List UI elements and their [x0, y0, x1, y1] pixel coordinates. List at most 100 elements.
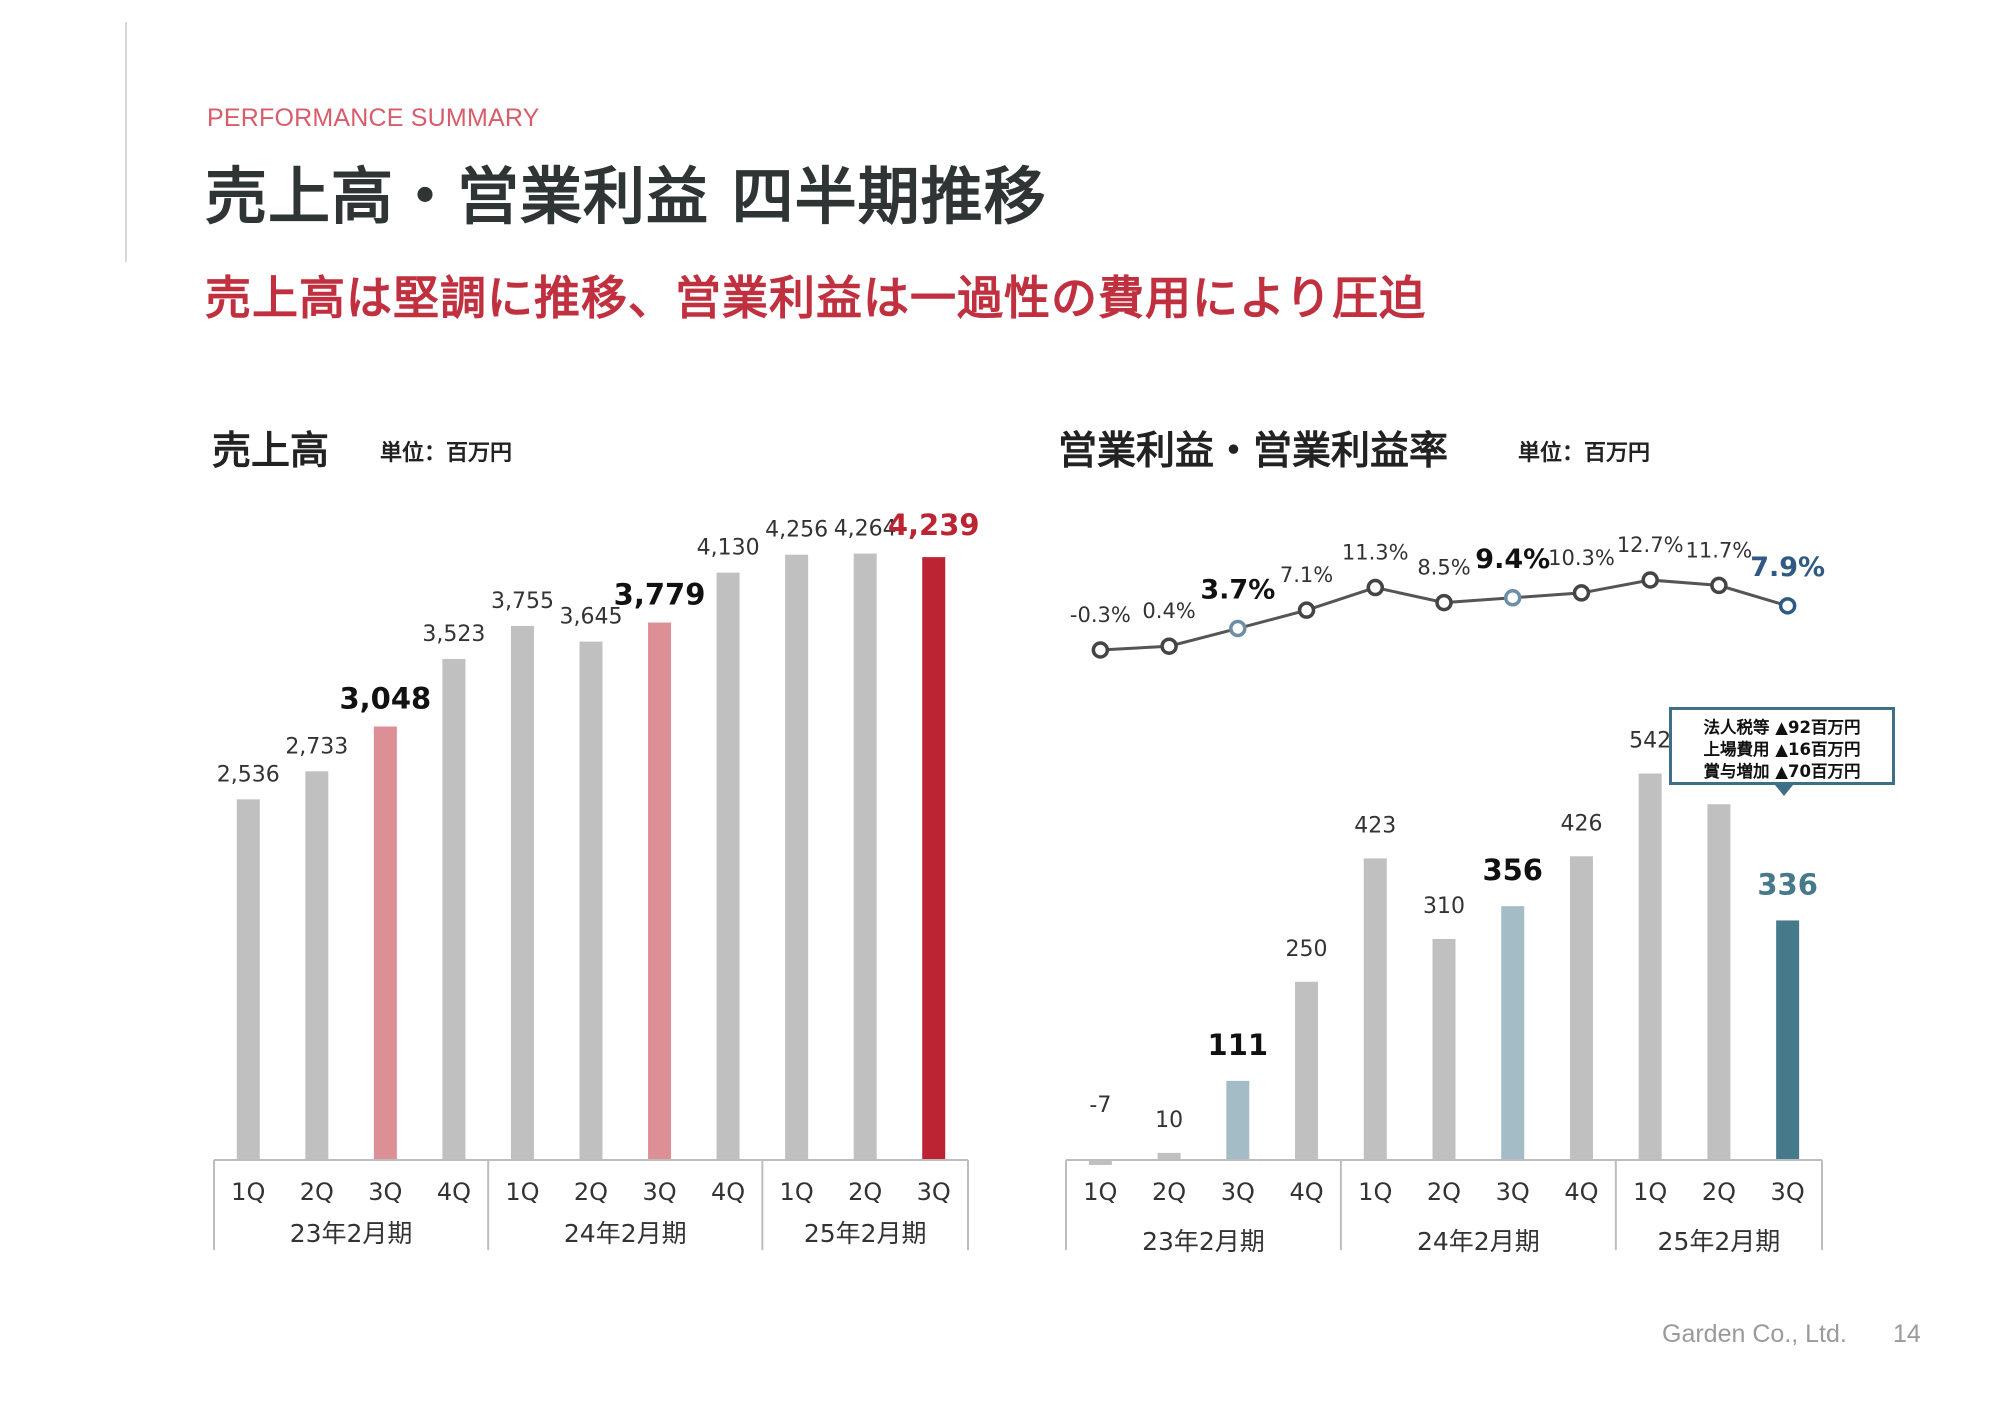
sales-value-label: 4,264: [834, 517, 897, 542]
footer-company: Garden Co., Ltd.: [1662, 1320, 1847, 1348]
operating-tick-label: 2Q: [1427, 1178, 1461, 1206]
sales-value-label: 3,779: [614, 578, 706, 612]
operating-tick-label: 3Q: [1496, 1178, 1530, 1206]
sales-value-label: 3,645: [560, 605, 623, 630]
sales-bar: [922, 557, 946, 1160]
sales-tick-label: 3Q: [368, 1178, 402, 1206]
operating-tick-label: 2Q: [1152, 1178, 1186, 1206]
sales-value-label: 4,130: [697, 536, 760, 561]
sales-tick-label: 4Q: [437, 1178, 471, 1206]
operating-tick-label: 3Q: [1771, 1178, 1805, 1206]
operating-margin-marker: [1366, 578, 1385, 597]
operating-tick-label: 4Q: [1289, 1178, 1323, 1206]
operating-margin-marker: [1641, 571, 1659, 589]
section-eyebrow: PERFORMANCE SUMMARY: [207, 104, 540, 132]
operating-margin-value-label: 3.7%: [1200, 574, 1275, 605]
page-subtitle: 売上高は堅調に推移、営業利益は一過性の費用により圧迫: [205, 271, 1427, 325]
sales-bar: [373, 726, 397, 1160]
operating-margin-marker: [1503, 589, 1522, 607]
sales-chart-title: 売上高: [212, 429, 330, 474]
operating-profit-value-label: 426: [1560, 811, 1602, 836]
note-pointer-arrow: [1775, 785, 1793, 796]
operating-margin-marker: [1778, 597, 1797, 615]
operating-profit-value-label: 542: [1629, 729, 1671, 754]
sales-tick-label: 1Q: [231, 1178, 265, 1206]
operating-profit-value-label: -7: [1089, 1093, 1111, 1118]
operating-profit-bar: [1501, 906, 1525, 1160]
sales-bar: [579, 641, 603, 1160]
note-line-listing: 上場費用 ▲16百万円: [1703, 740, 1861, 759]
sales-value-label: 3,523: [422, 622, 485, 647]
sales-bar: [510, 625, 534, 1160]
operating-profit-bar: [1295, 981, 1319, 1160]
operating-profit-value-label: 111: [1208, 1028, 1269, 1062]
operating-profit-bar: [1226, 1080, 1250, 1160]
note-line-tax: 法人税等 ▲92百万円: [1703, 718, 1861, 737]
operating-profit-bar: [1157, 1152, 1181, 1160]
page-number: 14: [1893, 1320, 1921, 1348]
operating-profit-value-label: 310: [1423, 894, 1465, 919]
sales-value-label: 4,239: [888, 508, 980, 542]
sales-value-label: 4,256: [765, 518, 828, 543]
operating-profit-bar: [1432, 938, 1456, 1160]
operating-profit-bar: [1776, 920, 1800, 1160]
operating-profit-value-label: 423: [1354, 813, 1396, 838]
operating-chart-title: 営業利益・営業利益率: [1058, 429, 1449, 474]
operating-tick-label: 1Q: [1358, 1178, 1392, 1206]
operating-tick-label: 3Q: [1221, 1178, 1255, 1206]
page-title: 売上高・営業利益 四半期推移: [205, 160, 1047, 233]
operating-profit-bar: [1638, 773, 1662, 1160]
operating-profit-value-label: 356: [1482, 853, 1543, 887]
sales-tick-label: 2Q: [574, 1178, 608, 1206]
sales-bar: [442, 658, 466, 1160]
sales-tick-label: 2Q: [300, 1178, 334, 1206]
sales-bar: [236, 799, 260, 1160]
operating-profit-bar: [1707, 804, 1731, 1160]
operating-profit-bar: [1363, 858, 1387, 1160]
sales-tick-label: 3Q: [917, 1178, 951, 1206]
operating-margin-value-label: 7.9%: [1750, 552, 1825, 583]
sales-tick-label: 4Q: [711, 1178, 745, 1206]
operating-margin-marker: [1435, 593, 1453, 612]
operating-margin-value-label: 9.4%: [1475, 544, 1550, 575]
operating-group-label: 23年2月期: [1142, 1227, 1265, 1256]
operating-margin-value-label: 12.7%: [1617, 533, 1684, 557]
operating-margin-marker: [1710, 576, 1728, 595]
operating-tick-label: 1Q: [1633, 1178, 1667, 1206]
operating-margin-marker: [1091, 641, 1110, 659]
operating-margin-marker: [1160, 637, 1178, 655]
note-line-bonus: 賞与増加 ▲70百万円: [1703, 762, 1861, 781]
operating-margin-value-label: 0.4%: [1142, 599, 1195, 623]
operating-margin-value-label: 11.7%: [1686, 538, 1753, 562]
operating-margin-value-label: 11.3%: [1342, 541, 1409, 565]
operating-margin-value-label: 7.1%: [1280, 563, 1333, 587]
operating-group-label: 24年2月期: [1417, 1227, 1540, 1256]
sales-group-label: 24年2月期: [564, 1219, 687, 1248]
operating-profit-bar: [1088, 1160, 1112, 1165]
operating-chart-unit: 単位：百万円: [1518, 441, 1651, 466]
sales-group-label: 23年2月期: [290, 1219, 413, 1248]
operating-tick-label: 2Q: [1702, 1178, 1736, 1206]
operating-margin-marker: [1297, 601, 1316, 619]
sales-bar: [716, 572, 740, 1160]
sales-bar: [305, 771, 329, 1160]
operating-margin-marker: [1229, 619, 1247, 638]
decorative-divider: [125, 22, 127, 262]
operating-profit-bar: [1569, 856, 1593, 1160]
sales-bar: [785, 554, 809, 1160]
sales-tick-label: 1Q: [780, 1178, 814, 1206]
operating-margin-value-label: 10.3%: [1548, 546, 1615, 570]
operating-group-label: 25年2月期: [1658, 1227, 1781, 1256]
sales-value-label: 2,733: [285, 734, 348, 759]
operating-profit-value-label: 250: [1286, 937, 1328, 962]
sales-value-label: 3,755: [491, 589, 554, 614]
sales-tick-label: 3Q: [642, 1178, 676, 1206]
operating-margin-value-label: 8.5%: [1417, 556, 1470, 580]
sales-group-label: 25年2月期: [804, 1219, 927, 1248]
operating-tick-label: 4Q: [1564, 1178, 1598, 1206]
sales-bar: [648, 622, 672, 1160]
operating-profit-value-label: 336: [1757, 867, 1818, 901]
sales-tick-label: 1Q: [505, 1178, 539, 1206]
operating-margin-value-label: -0.3%: [1070, 603, 1131, 627]
sales-bar: [853, 553, 877, 1160]
